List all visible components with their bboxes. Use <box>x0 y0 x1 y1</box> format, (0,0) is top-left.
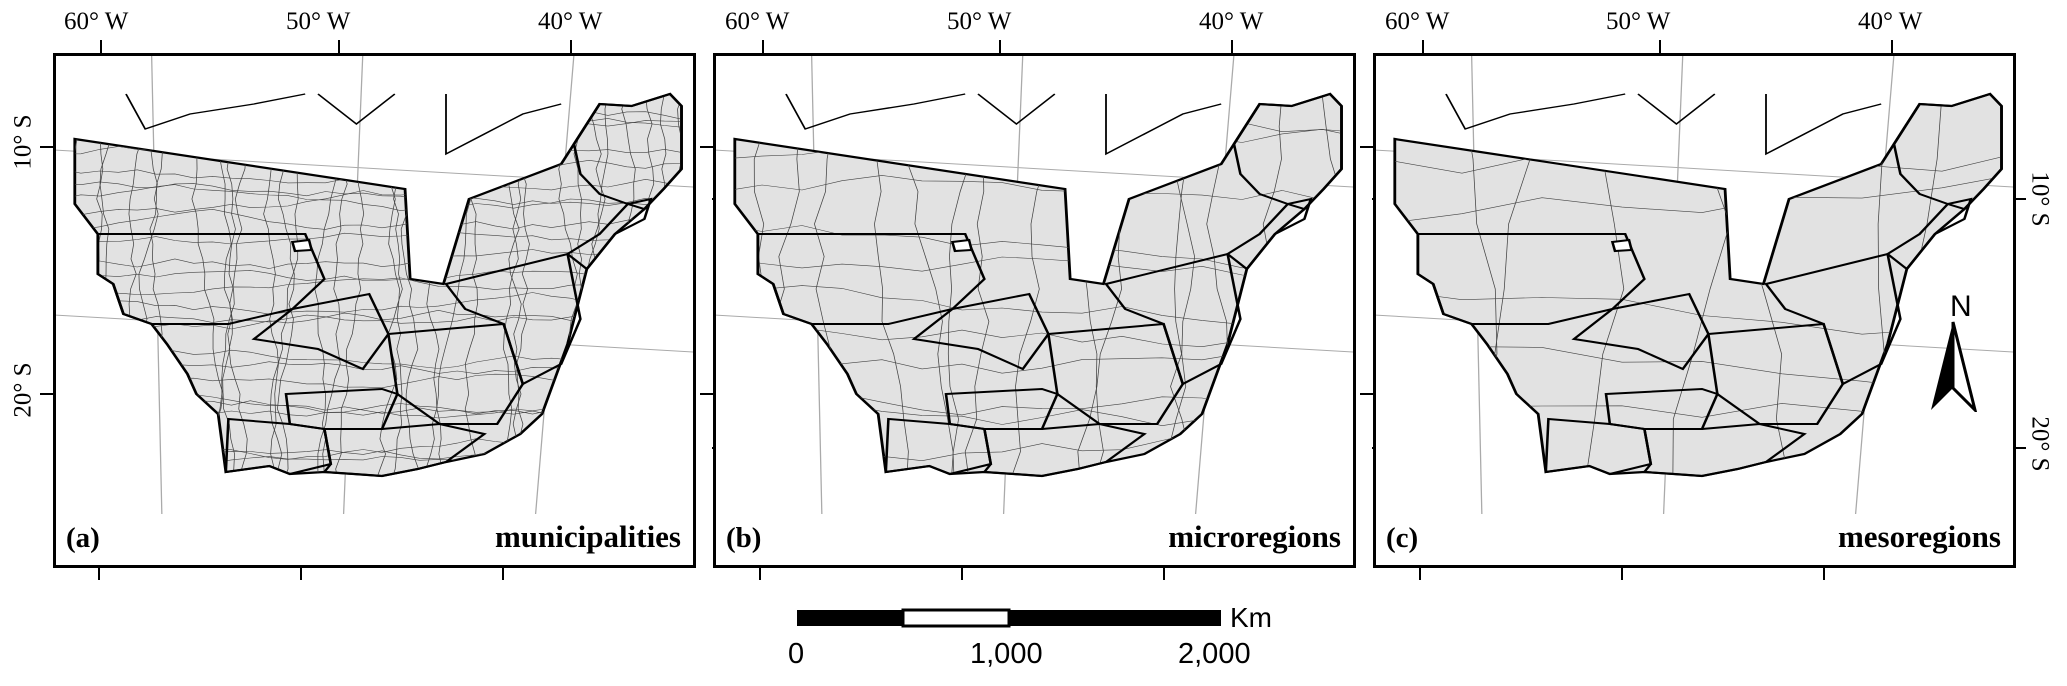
lon-label-40w-a: 40° W <box>538 8 603 35</box>
federal-district <box>290 238 314 253</box>
tick <box>502 566 504 580</box>
lon-label-60w-a: 60° W <box>64 8 129 35</box>
panel-tag: (a) <box>66 522 100 554</box>
panel-name: municipalities <box>494 519 681 554</box>
tick <box>1621 566 1623 580</box>
map-svg <box>1376 56 2013 515</box>
map-panel-b: (b) microregions <box>713 53 1356 568</box>
lon-label-50w-c: 50° W <box>1606 8 1671 35</box>
lon-label-50w-b: 50° W <box>947 8 1012 35</box>
tick <box>338 40 340 54</box>
lon-label-60w-b: 60° W <box>725 8 790 35</box>
state-boundary <box>884 417 993 476</box>
north-arrow-icon <box>1931 321 1978 412</box>
subdivision-line <box>74 243 682 269</box>
scale-label-2000: 2,000 <box>1178 638 1251 670</box>
neighbor-boundary <box>1445 93 1626 130</box>
subdivision-line <box>74 208 682 230</box>
state-boundary <box>572 92 683 211</box>
tick <box>100 40 102 54</box>
panel-name: microregions <box>1168 519 1341 554</box>
neighbor-boundary <box>317 93 562 156</box>
lon-label-50w-a: 50° W <box>286 8 351 35</box>
state-boundary <box>1892 92 2003 211</box>
tick <box>2012 198 2026 200</box>
subdivision-line <box>1394 172 2002 225</box>
state-boundary <box>1232 92 1343 211</box>
tick <box>1659 40 1661 54</box>
tick <box>1422 40 1424 54</box>
state-boundary <box>224 417 333 476</box>
state-boundary <box>96 233 326 325</box>
tick <box>1360 146 1374 148</box>
tick <box>40 393 54 395</box>
panel-tag: (b) <box>726 522 762 554</box>
tick <box>570 40 572 54</box>
tick <box>700 393 714 395</box>
tick <box>1891 40 1893 54</box>
state-boundary <box>1571 292 1710 371</box>
lon-label-60w-c: 60° W <box>1385 8 1450 35</box>
scale-label-0: 0 <box>788 638 805 670</box>
scale-label-1000: 1,000 <box>970 638 1043 670</box>
map-svg <box>56 56 693 515</box>
tick <box>1419 566 1421 580</box>
state-boundary <box>911 292 1050 371</box>
map-panel-c: (c) mesoregions <box>1373 53 2016 568</box>
state-boundary <box>1416 233 1646 325</box>
tick <box>1163 566 1165 580</box>
state-boundary <box>1642 422 1807 478</box>
state-boundary <box>565 197 653 271</box>
tick <box>40 146 54 148</box>
federal-district <box>1610 238 1634 253</box>
neighbor-boundary <box>785 93 966 130</box>
state-boundary <box>982 422 1147 478</box>
state-boundary <box>322 422 487 478</box>
tick <box>98 566 100 580</box>
subdivision-line <box>74 178 682 216</box>
lon-label-40w-b: 40° W <box>1199 8 1264 35</box>
map-panel-a: (a) municipalities <box>53 53 696 568</box>
subdivision-line <box>74 225 682 246</box>
neighbor-boundary <box>125 93 306 130</box>
federal-district <box>950 238 974 253</box>
state-boundary <box>756 233 986 325</box>
tick <box>999 40 1001 54</box>
subdivision-line <box>74 184 682 212</box>
tick <box>2012 447 2026 449</box>
neighbor-boundary <box>1637 93 1882 156</box>
tick <box>762 40 764 54</box>
neighbor-boundary <box>977 93 1222 156</box>
state-boundary <box>1764 252 1902 386</box>
tick <box>1360 393 1374 395</box>
north-label: N <box>1950 290 1972 323</box>
tick <box>700 146 714 148</box>
state-boundary <box>1544 417 1653 476</box>
subdivision-line <box>734 175 1342 201</box>
state-boundary <box>444 252 582 386</box>
panel-tag: (c) <box>1386 522 1419 554</box>
panel-name: mesoregions <box>1837 519 2001 554</box>
tick <box>1823 566 1825 580</box>
state-boundary <box>1225 197 1313 271</box>
map-svg <box>716 56 1353 515</box>
tick <box>759 566 761 580</box>
tick <box>300 566 302 580</box>
tick <box>961 566 963 580</box>
tick <box>1231 40 1233 54</box>
scale-unit: Km <box>1230 602 1272 633</box>
lon-label-40w-c: 40° W <box>1858 8 1923 35</box>
state-boundary <box>1885 197 1973 271</box>
state-boundary <box>1104 252 1242 386</box>
state-boundary <box>251 292 390 371</box>
